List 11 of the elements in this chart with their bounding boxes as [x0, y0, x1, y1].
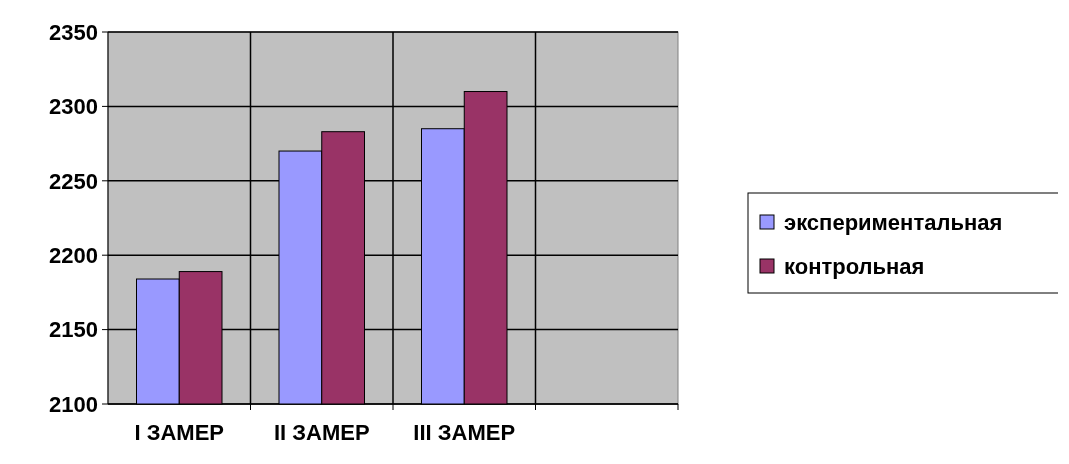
y-tick-label: 2350	[49, 19, 98, 45]
y-tick-label: 2100	[49, 391, 98, 417]
legend-label: контрольная	[784, 253, 925, 279]
y-tick-label: 2250	[49, 168, 98, 194]
y-tick-label: 2150	[49, 317, 98, 343]
x-tick-label: I ЗАМЕР	[134, 420, 225, 445]
legend-label: экспериментальная	[784, 209, 1003, 235]
x-tick-label: II ЗАМЕР	[273, 420, 370, 445]
y-tick-label: 2300	[49, 94, 98, 120]
x-tick-label: III ЗАМЕР	[413, 420, 516, 445]
y-tick-label: 2200	[49, 242, 98, 268]
